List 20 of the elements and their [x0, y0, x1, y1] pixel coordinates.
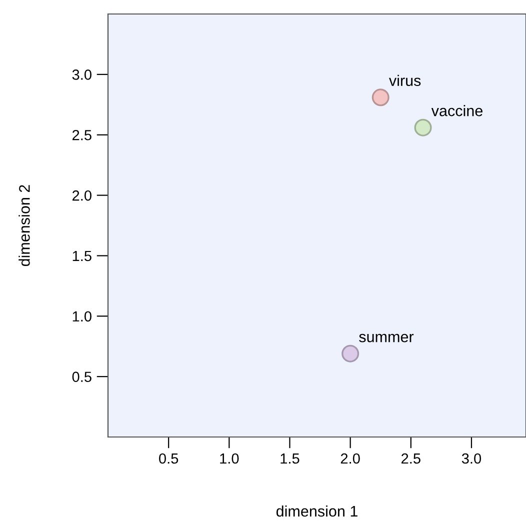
y-tick-label: 0.5 [72, 372, 92, 382]
x-tick-label: 1.5 [280, 454, 300, 464]
x-tick-label: 2.5 [401, 453, 420, 464]
x-tick-label: 3.0 [462, 453, 482, 464]
x-tick-label: 1.0 [220, 453, 239, 464]
x-axis-title: dimension 1 [276, 505, 358, 517]
y-tick-label: 3.0 [72, 70, 92, 80]
y-tick-label: 2.0 [72, 190, 92, 201]
point [342, 344, 360, 362]
annotation: vaccine [431, 105, 482, 116]
annotation: virus [388, 74, 421, 86]
point [372, 88, 390, 106]
annotation: summer [359, 334, 414, 342]
y-tick-label: 1.0 [72, 311, 92, 322]
y-tick-label: 1.5 [72, 250, 92, 262]
point [414, 118, 432, 136]
y-axis-title: dimension 2 [18, 185, 30, 266]
x-tick-label: 2.0 [340, 453, 360, 464]
x-tick-label: 0.5 [159, 453, 178, 464]
y-tick-label: 2.5 [72, 130, 92, 140]
